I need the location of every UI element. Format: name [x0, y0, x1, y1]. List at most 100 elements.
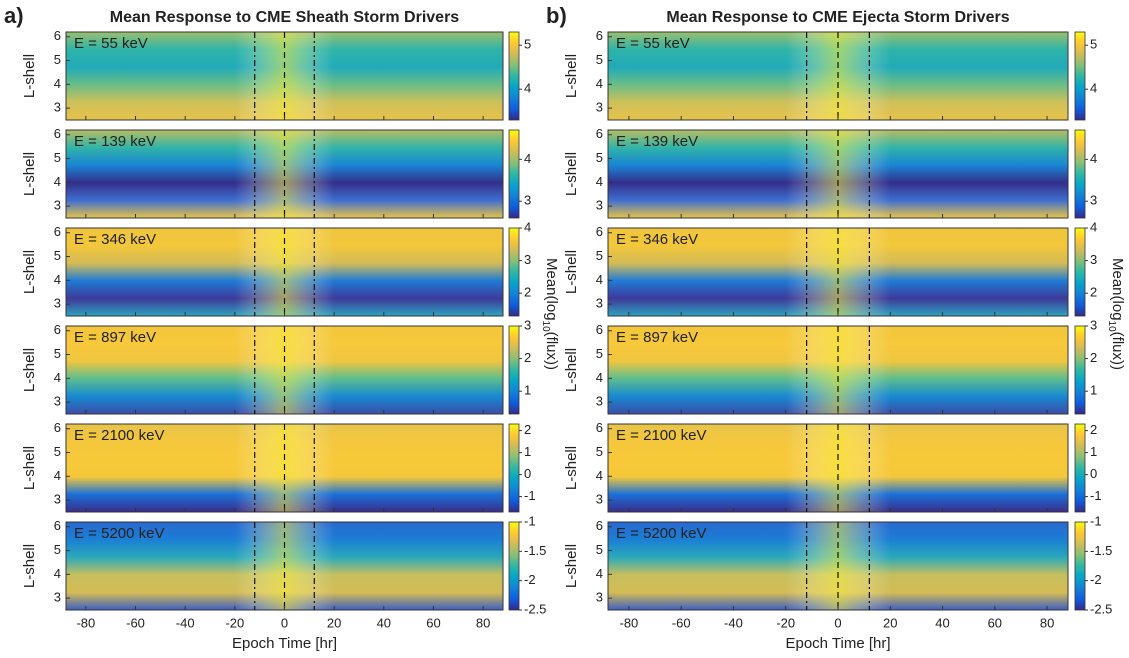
- y-tick-label: 6: [596, 420, 603, 435]
- colorbar-tick-label: -2: [524, 572, 536, 587]
- colorbar-tick-label: 1: [524, 444, 531, 459]
- colorbar-tick-label: 5: [1090, 37, 1097, 52]
- colorbar-tick-label: 3: [1090, 193, 1097, 208]
- x-tick-label: 80: [1040, 615, 1054, 630]
- x-tick-label: 40: [377, 615, 391, 630]
- y-tick-label: 5: [54, 248, 61, 263]
- colorbar-tick-label: -1: [1090, 513, 1102, 528]
- x-tick-label: 60: [426, 615, 440, 630]
- energy-label: E = 55 keV: [616, 35, 690, 52]
- y-tick-label: 6: [54, 420, 61, 435]
- colorbar: [1074, 227, 1086, 317]
- y-tick-label: 5: [596, 444, 603, 459]
- energy-label: E = 897 keV: [616, 329, 698, 346]
- colorbar-tick-label: 5: [524, 37, 531, 52]
- y-axis-label: L-shell: [563, 54, 580, 98]
- y-tick-label: 4: [54, 468, 61, 483]
- colorbar-label-part: 10: [540, 321, 551, 333]
- x-axis-label: Epoch Time [hr]: [785, 635, 890, 652]
- colorbar-label-part: (flux)): [1109, 332, 1126, 370]
- y-tick-label: 5: [596, 150, 603, 165]
- x-tick-label: -20: [225, 615, 244, 630]
- colorbar-tick-label: 3: [1090, 317, 1097, 332]
- y-tick-label: 4: [596, 370, 603, 385]
- y-tick-label: 5: [54, 150, 61, 165]
- y-tick-label: 3: [54, 492, 61, 507]
- colorbar-tick-label: 4: [1090, 81, 1097, 96]
- y-axis-label: L-shell: [21, 348, 38, 392]
- y-tick-label: 3: [596, 590, 603, 605]
- y-tick-label: 4: [54, 76, 61, 91]
- y-tick-label: 3: [54, 198, 61, 213]
- colorbar-tick-label: -1.5: [524, 543, 546, 558]
- panel-label: b): [546, 3, 567, 28]
- x-tick-label: -60: [672, 615, 691, 630]
- x-tick-label: 0: [281, 615, 288, 630]
- x-tick-label: 40: [935, 615, 949, 630]
- x-tick-label: 60: [988, 615, 1002, 630]
- colorbar: [1074, 423, 1086, 513]
- y-axis-label: L-shell: [21, 152, 38, 196]
- y-tick-label: 5: [54, 444, 61, 459]
- colorbar-tick-label: -1: [524, 513, 536, 528]
- colorbar: [508, 129, 520, 219]
- y-tick-label: 4: [596, 566, 603, 581]
- y-tick-label: 3: [596, 394, 603, 409]
- y-tick-label: 3: [54, 296, 61, 311]
- colorbar-label: Mean(log10(flux)): [1106, 258, 1126, 370]
- colorbar-tick-label: 2: [524, 350, 531, 365]
- y-tick-label: 5: [596, 52, 603, 67]
- colorbar: [1074, 325, 1086, 415]
- y-tick-label: 4: [54, 174, 61, 189]
- y-tick-label: 6: [596, 322, 603, 337]
- x-axis-label: Epoch Time [hr]: [232, 635, 337, 652]
- y-tick-label: 6: [596, 224, 603, 239]
- y-tick-label: 5: [54, 542, 61, 557]
- y-tick-label: 4: [54, 272, 61, 287]
- colorbar: [508, 423, 520, 513]
- energy-label: E = 346 keV: [616, 231, 698, 248]
- colorbar-tick-label: 1: [1090, 444, 1097, 459]
- y-tick-label: 6: [54, 224, 61, 239]
- colorbar-tick-label: -1: [524, 488, 536, 503]
- colorbar-tick-label: 4: [1090, 219, 1097, 234]
- colorbar-tick-label: 0: [1090, 466, 1097, 481]
- colorbar-label-part: Mean(log: [543, 258, 560, 321]
- y-tick-label: 5: [596, 542, 603, 557]
- colorbar-tick-label: -2.5: [1090, 601, 1112, 616]
- colorbar-label-part: 10: [1106, 321, 1117, 333]
- colorbar-tick-label: -2: [1090, 572, 1102, 587]
- y-axis-label: L-shell: [563, 446, 580, 490]
- colorbar: [1074, 31, 1086, 121]
- y-axis-label: L-shell: [21, 54, 38, 98]
- colorbar-tick-label: 2: [1090, 285, 1097, 300]
- colorbar-tick-label: 4: [524, 81, 531, 96]
- y-axis-label: L-shell: [563, 250, 580, 294]
- y-axis-label: L-shell: [21, 250, 38, 294]
- y-tick-label: 3: [54, 590, 61, 605]
- colorbar-tick-label: -2.5: [524, 601, 546, 616]
- colorbar-tick-label: 3: [524, 193, 531, 208]
- y-axis-label: L-shell: [21, 544, 38, 588]
- energy-label: E = 139 keV: [74, 133, 156, 150]
- x-tick-label: -40: [724, 615, 743, 630]
- y-axis-label: L-shell: [563, 152, 580, 196]
- y-tick-label: 6: [54, 322, 61, 337]
- x-tick-label: 20: [327, 615, 341, 630]
- y-tick-label: 6: [54, 126, 61, 141]
- x-tick-label: 20: [883, 615, 897, 630]
- colorbar-tick-label: 3: [524, 252, 531, 267]
- colorbar: [508, 325, 520, 415]
- energy-label: E = 5200 keV: [74, 525, 164, 542]
- x-tick-label: -40: [176, 615, 195, 630]
- y-tick-label: 6: [54, 518, 61, 533]
- y-tick-label: 4: [596, 272, 603, 287]
- y-tick-label: 3: [54, 394, 61, 409]
- panel-title: Mean Response to CME Sheath Storm Driver…: [110, 9, 460, 26]
- colorbar-tick-label: -1: [1090, 488, 1102, 503]
- colorbar: [508, 31, 520, 121]
- colorbar-tick-label: 3: [1090, 252, 1097, 267]
- y-tick-label: 6: [596, 126, 603, 141]
- y-tick-label: 4: [596, 468, 603, 483]
